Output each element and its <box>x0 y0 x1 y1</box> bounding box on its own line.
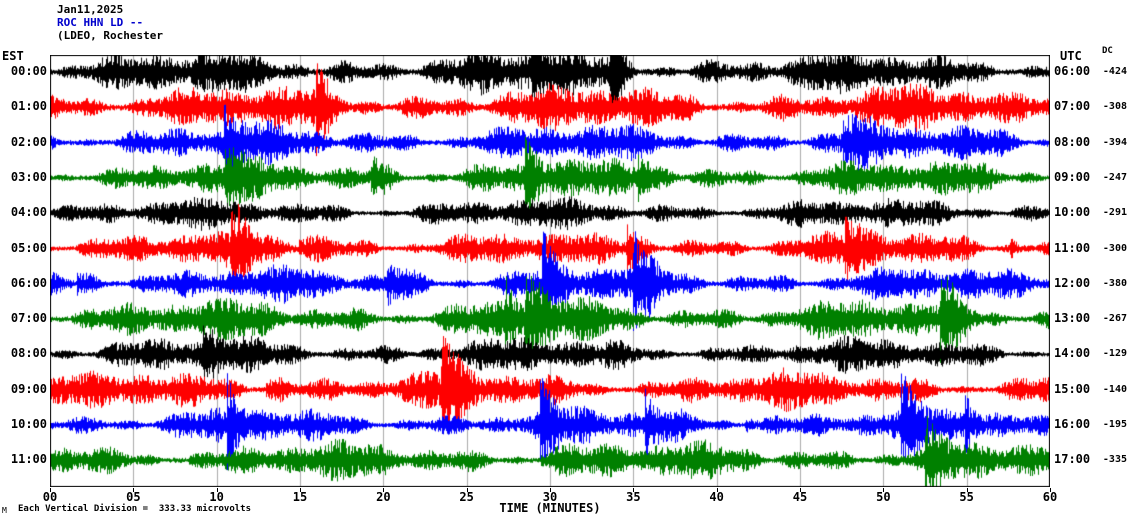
x-axis-tick-label: 45 <box>792 490 808 504</box>
est-time-label: 06:00 <box>10 275 47 290</box>
x-axis-tick-label: 55 <box>959 490 974 504</box>
est-time-label: 05:00 <box>10 240 47 255</box>
x-axis-tick-label: 60 <box>1042 490 1058 504</box>
left-axis-label-est: EST <box>2 49 24 63</box>
utc-time-label: 07:00 <box>1054 99 1091 114</box>
utc-time-label: 10:00 <box>1054 205 1091 220</box>
utc-time-label: 06:00 <box>1054 64 1091 78</box>
utc-time-label: 15:00 <box>1054 381 1091 396</box>
dc-value-label: -394 <box>1102 136 1127 148</box>
dc-value-label: -335 <box>1102 454 1127 466</box>
utc-time-label: 17:00 <box>1054 452 1091 467</box>
x-axis-tick <box>300 488 301 492</box>
dc-value-label: -195 <box>1102 419 1127 430</box>
utc-time-label: 14:00 <box>1054 346 1091 361</box>
est-time-label: 01:00 <box>10 99 47 114</box>
dc-value-label: -291 <box>1102 207 1127 219</box>
utc-time-label: 13:00 <box>1054 311 1091 326</box>
est-time-label: 07:00 <box>10 311 47 326</box>
utc-time-label: 11:00 <box>1054 240 1091 255</box>
dc-value-label: -308 <box>1102 101 1127 113</box>
dc-value-label: -129 <box>1102 348 1127 360</box>
x-axis-tick-label: 05 <box>126 490 141 504</box>
header-station-location: (LDEO, Rochester <box>57 29 163 42</box>
utc-time-label: 12:00 <box>1054 275 1091 290</box>
watermark-mark: M <box>2 506 7 515</box>
dc-column-label: DC <box>1102 46 1113 56</box>
x-axis-tick-label: 00 <box>42 490 58 504</box>
est-time-label: 03:00 <box>10 169 47 184</box>
est-time-label: 00:00 <box>10 64 47 78</box>
x-axis-tick <box>133 488 135 492</box>
x-axis-tick <box>716 488 718 492</box>
est-time-label: 10:00 <box>10 417 47 431</box>
seismogram-canvas <box>50 55 1050 487</box>
x-axis-tick <box>633 488 635 492</box>
right-axis-label-utc: UTC <box>1060 49 1082 63</box>
utc-time-label: 08:00 <box>1054 134 1091 149</box>
x-axis-tick-label: 25 <box>459 490 474 504</box>
x-axis-tick-label: 50 <box>876 490 891 504</box>
dc-value-label: -380 <box>1102 277 1127 289</box>
x-axis-tick <box>50 488 51 492</box>
utc-time-label: 16:00 <box>1054 417 1091 431</box>
x-axis-tick <box>883 488 885 492</box>
x-axis-tick <box>383 488 385 492</box>
dc-value-label: -300 <box>1102 242 1127 254</box>
x-axis-tick-label: 20 <box>376 490 391 504</box>
vertical-division-scale-note: Each Vertical Division = 333.33 microvol… <box>18 504 251 514</box>
x-axis-tick-label: 30 <box>542 490 558 504</box>
x-axis-tick <box>800 488 801 492</box>
x-axis-tick <box>550 488 551 492</box>
x-axis-tick <box>1050 488 1051 492</box>
x-axis-tick-label: 40 <box>709 490 724 504</box>
x-axis-tick-label: 15 <box>292 490 308 504</box>
x-axis-tick-label: 35 <box>626 490 641 504</box>
dc-value-label: -267 <box>1102 313 1127 325</box>
est-time-label: 11:00 <box>10 452 47 467</box>
x-axis-title: TIME (MINUTES) <box>499 501 601 515</box>
dc-value-label: -140 <box>1102 383 1127 395</box>
header-station-code: ROC HHN LD -- <box>57 16 144 29</box>
est-time-label: 04:00 <box>10 205 47 220</box>
x-axis-tick <box>466 488 468 492</box>
est-time-label: 02:00 <box>10 134 47 149</box>
utc-time-label: 09:00 <box>1054 169 1091 184</box>
dc-value-label: -247 <box>1102 171 1127 183</box>
est-time-label: 09:00 <box>10 381 47 396</box>
x-axis-tick-label: 10 <box>209 490 224 504</box>
dc-value-label: -424 <box>1102 66 1127 77</box>
est-time-label: 08:00 <box>10 346 47 361</box>
x-axis-tick <box>966 488 968 492</box>
x-axis-tick <box>216 488 218 492</box>
header-date: Jan11,2025 <box>57 3 124 16</box>
